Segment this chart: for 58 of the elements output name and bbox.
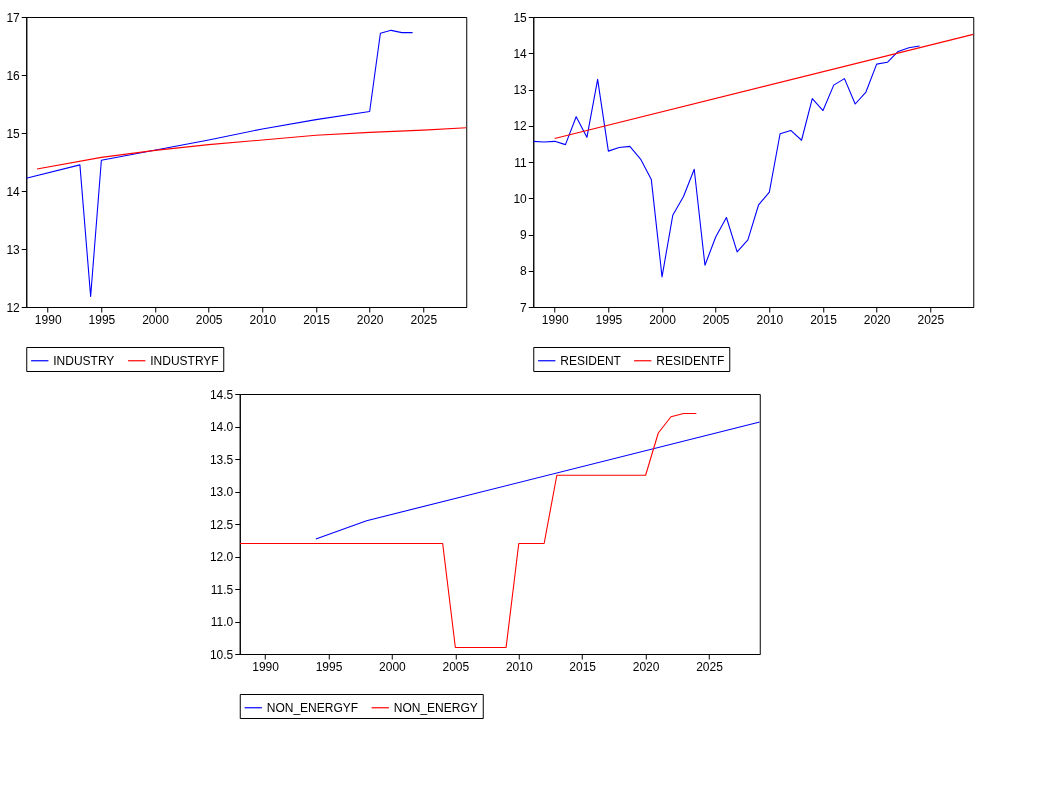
x-tick-label: 2005: [195, 312, 223, 327]
x-tick-label: 2000: [379, 659, 407, 674]
x-tick-label: 1995: [88, 312, 116, 327]
y-tick-label: 12: [513, 119, 528, 134]
y-tick-label: 15: [6, 126, 21, 141]
y-tick-label: 14: [6, 184, 21, 199]
y-tick-label: 11: [514, 155, 528, 170]
legend-label: INDUSTRYF: [150, 353, 219, 368]
x-tick-label: 2020: [632, 659, 660, 674]
y-tick-label: 9: [520, 228, 528, 242]
y-tick-label: 14.0: [209, 420, 234, 434]
y-tick-label: 12.5: [209, 517, 234, 532]
y-tick-label: 10: [513, 191, 528, 206]
line-series: [239, 412, 697, 649]
y-tick-label: 11.5: [210, 582, 234, 597]
x-tick-label: 2025: [410, 312, 438, 327]
y-tick-label: 13.0: [209, 485, 234, 499]
x-tick-label: 2015: [303, 312, 331, 327]
y-tick-label: 15: [513, 10, 528, 25]
x-tick-label: 2010: [756, 312, 784, 327]
y-tick-label: 14: [513, 46, 528, 61]
x-tick-label: 2000: [142, 312, 170, 327]
legend-label: RESIDENTF: [656, 353, 725, 368]
y-tick-label: 13.5: [209, 452, 234, 467]
y-tick-label: 12.0: [209, 550, 234, 564]
y-tick-label: 16: [6, 68, 21, 83]
x-tick-label: 2010: [505, 659, 533, 674]
y-tick-label: 10.5: [209, 647, 234, 662]
line-series: [36, 127, 467, 170]
x-tick-label: 1995: [315, 659, 343, 674]
line-series: [533, 45, 921, 278]
y-tick-label: 11.0: [210, 615, 234, 629]
x-tick-label: 2000: [649, 312, 677, 327]
legend-label: RESIDENT: [560, 353, 622, 368]
y-tick-label: 17: [6, 10, 21, 25]
legend-label: INDUSTRY: [53, 353, 115, 368]
legend-label: NON_ENERGYF: [266, 700, 359, 715]
x-tick-label: 1995: [595, 312, 623, 327]
x-tick-label: 2020: [356, 312, 384, 327]
x-tick-label: 2005: [442, 659, 470, 674]
x-tick-label: 2015: [569, 659, 597, 674]
x-tick-label: 1990: [252, 659, 280, 674]
x-tick-label: 2005: [702, 312, 730, 327]
line-series: [26, 29, 414, 298]
x-tick-label: 2015: [810, 312, 838, 327]
y-tick-label: 13: [513, 83, 528, 97]
y-tick-label: 8: [520, 264, 528, 279]
x-tick-label: 1990: [541, 312, 569, 327]
x-tick-label: 2020: [863, 312, 891, 327]
y-tick-label: 13: [6, 242, 21, 257]
x-tick-label: 1990: [34, 312, 62, 327]
x-tick-label: 2025: [917, 312, 945, 327]
legend-label: NON_ENERGY: [393, 700, 478, 715]
x-tick-label: 2010: [249, 312, 277, 327]
y-tick-label: 14.5: [209, 387, 234, 402]
y-tick-label: 7: [520, 300, 528, 315]
y-tick-label: 12: [6, 300, 21, 315]
x-tick-label: 2025: [696, 659, 724, 674]
